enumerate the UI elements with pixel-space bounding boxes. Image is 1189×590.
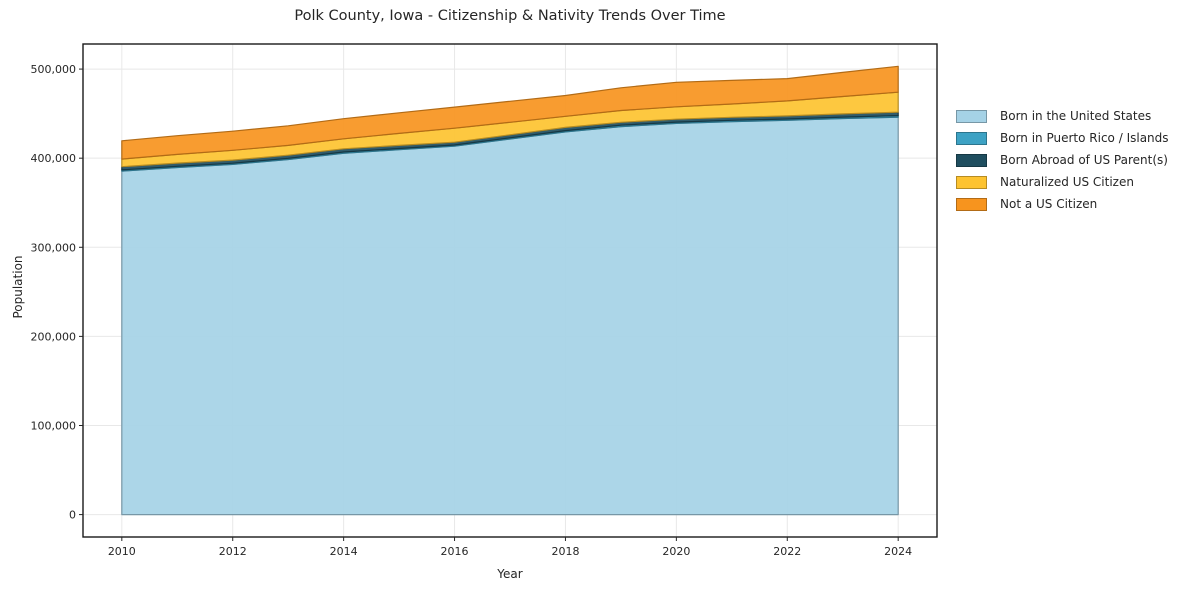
- legend-label: Naturalized US Citizen: [1000, 175, 1134, 189]
- y-tick-label: 0: [69, 509, 76, 522]
- legend-label: Born in Puerto Rico / Islands: [1000, 131, 1169, 145]
- x-tick-label: 2018: [551, 545, 579, 558]
- y-tick-label: 300,000: [31, 241, 77, 254]
- legend-swatch-icon: [956, 153, 987, 167]
- x-tick-label: 2010: [108, 545, 136, 558]
- y-tick-label: 200,000: [31, 330, 77, 343]
- area-not-us-citizen: [121, 65, 899, 160]
- x-tick-label: 2016: [441, 545, 469, 558]
- legend-item-born-abroad-us-parents: Born Abroad of US Parent(s): [956, 149, 1169, 171]
- legend-swatch-icon: [956, 175, 987, 189]
- x-axis-label: Year: [497, 567, 523, 581]
- y-tick-label: 400,000: [31, 152, 77, 165]
- x-tick-label: 2022: [773, 545, 801, 558]
- x-tick-label: 2012: [219, 545, 247, 558]
- legend-item-not-us-citizen: Not a US Citizen: [956, 193, 1169, 215]
- legend-swatch-icon: [956, 109, 987, 123]
- legend-swatch-icon: [956, 131, 987, 145]
- legend-label: Born in the United States: [1000, 109, 1152, 123]
- x-tick-label: 2024: [884, 545, 912, 558]
- legend-item-born-puerto-rico-islands: Born in Puerto Rico / Islands: [956, 127, 1169, 149]
- legend-item-born-in-us: Born in the United States: [956, 105, 1169, 127]
- x-tick-label: 2014: [330, 545, 358, 558]
- legend-swatch-icon: [956, 197, 987, 211]
- area-born-in-us: [121, 116, 899, 516]
- legend: Born in the United States Born in Puerto …: [956, 105, 1169, 215]
- legend-label: Not a US Citizen: [1000, 197, 1098, 211]
- legend-item-naturalized-citizen: Naturalized US Citizen: [956, 171, 1169, 193]
- plot-frame: [82, 43, 938, 538]
- y-tick-label: 100,000: [31, 419, 77, 432]
- chart-title: Polk County, Iowa - Citizenship & Nativi…: [294, 8, 726, 24]
- y-axis-label: Population: [11, 255, 25, 319]
- legend-label: Born Abroad of US Parent(s): [1000, 153, 1168, 167]
- x-tick-label: 2020: [662, 545, 690, 558]
- y-tick-label: 500,000: [31, 63, 77, 76]
